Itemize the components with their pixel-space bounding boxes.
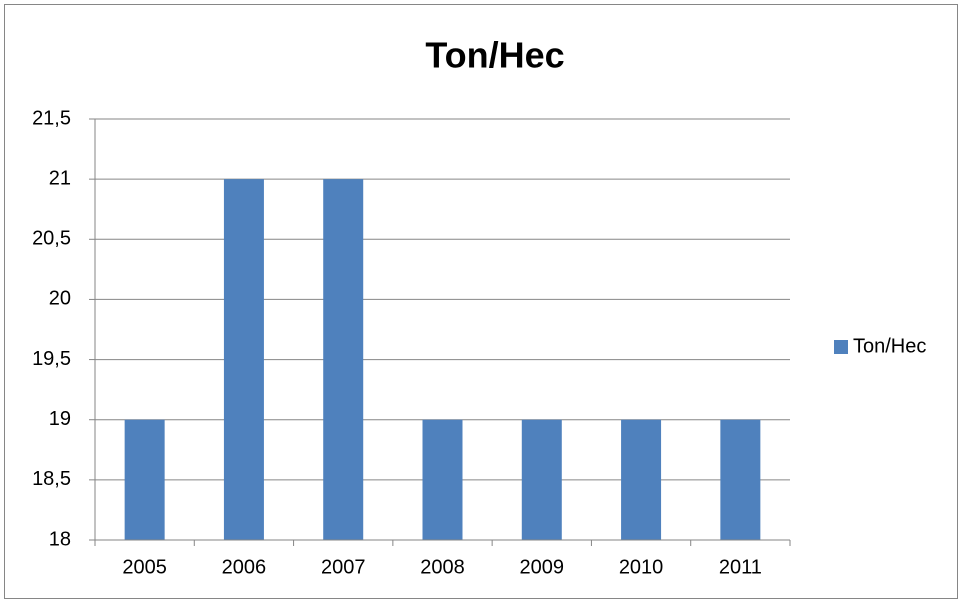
bar: [621, 419, 662, 540]
x-tick-label: 2008: [420, 556, 465, 578]
y-tick-label: 21,5: [32, 107, 71, 129]
bar: [124, 419, 165, 540]
bar: [223, 179, 264, 540]
bar: [521, 419, 562, 540]
legend-swatch: [834, 340, 848, 354]
bar: [422, 419, 463, 540]
bar: [720, 419, 761, 540]
y-tick-label: 21: [49, 167, 71, 189]
x-tick-label: 2007: [321, 556, 366, 578]
x-tick-label: 2005: [122, 556, 167, 578]
x-tick-label: 2006: [222, 556, 267, 578]
legend-label: Ton/Hec: [853, 335, 926, 357]
y-tick-label: 20,5: [32, 228, 71, 250]
y-tick-label: 18,5: [32, 468, 71, 490]
chart-title: Ton/Hec: [425, 35, 564, 76]
y-tick-label: 20: [49, 288, 71, 310]
y-tick-label: 18: [49, 528, 71, 550]
x-tick-label: 2009: [520, 556, 565, 578]
y-tick-label: 19: [49, 408, 71, 430]
x-tick-label: 2010: [619, 556, 664, 578]
x-tick-label: 2011: [719, 556, 762, 578]
y-tick-label: 19,5: [32, 348, 71, 370]
bar: [323, 179, 364, 540]
